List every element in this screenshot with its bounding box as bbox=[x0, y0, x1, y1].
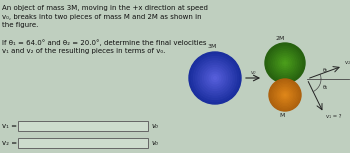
Circle shape bbox=[191, 54, 239, 102]
Text: θ₂: θ₂ bbox=[323, 68, 328, 73]
Circle shape bbox=[194, 56, 237, 99]
Circle shape bbox=[284, 94, 286, 96]
Bar bbox=[18, 138, 148, 148]
Text: 2M: 2M bbox=[275, 36, 285, 41]
Circle shape bbox=[202, 65, 228, 91]
Text: M: M bbox=[279, 113, 285, 118]
Circle shape bbox=[207, 70, 223, 86]
Circle shape bbox=[189, 52, 241, 104]
Circle shape bbox=[276, 86, 294, 104]
Text: v₂ = ?: v₂ = ? bbox=[345, 60, 350, 65]
Text: v₁ =: v₁ = bbox=[2, 123, 17, 129]
Circle shape bbox=[267, 45, 303, 81]
Circle shape bbox=[198, 61, 232, 95]
Circle shape bbox=[279, 57, 291, 69]
Circle shape bbox=[281, 59, 289, 67]
Bar bbox=[18, 121, 148, 131]
Circle shape bbox=[282, 60, 288, 66]
Circle shape bbox=[284, 62, 286, 64]
Text: v₁ = ?: v₁ = ? bbox=[326, 114, 341, 119]
Text: An object of mass 3M, moving in the +x direction at speed: An object of mass 3M, moving in the +x d… bbox=[2, 5, 208, 11]
Circle shape bbox=[271, 80, 300, 110]
Text: v₁ and v₂ of the resulting pieces in terms of v₀.: v₁ and v₂ of the resulting pieces in ter… bbox=[2, 47, 165, 54]
Circle shape bbox=[277, 87, 293, 103]
Circle shape bbox=[274, 84, 295, 105]
Circle shape bbox=[205, 68, 225, 88]
Circle shape bbox=[279, 89, 291, 101]
Circle shape bbox=[281, 91, 288, 99]
Circle shape bbox=[283, 93, 287, 97]
Circle shape bbox=[269, 79, 301, 111]
Text: θ₁: θ₁ bbox=[323, 85, 328, 90]
Circle shape bbox=[268, 47, 302, 80]
Circle shape bbox=[280, 90, 290, 100]
Circle shape bbox=[275, 53, 295, 73]
Text: v₀: v₀ bbox=[152, 123, 159, 129]
Circle shape bbox=[200, 63, 230, 93]
Circle shape bbox=[211, 75, 218, 82]
Text: 3M: 3M bbox=[207, 44, 217, 49]
Circle shape bbox=[277, 55, 293, 71]
Text: v₂ =: v₂ = bbox=[2, 140, 17, 146]
Circle shape bbox=[270, 48, 300, 78]
Circle shape bbox=[272, 82, 298, 108]
Circle shape bbox=[272, 50, 298, 76]
Circle shape bbox=[265, 43, 305, 83]
Circle shape bbox=[196, 59, 234, 97]
Text: v₀, breaks into two pieces of mass M and 2M as shown in: v₀, breaks into two pieces of mass M and… bbox=[2, 13, 202, 19]
Text: the figure.: the figure. bbox=[2, 22, 38, 28]
Text: v₀: v₀ bbox=[250, 70, 256, 75]
Circle shape bbox=[274, 52, 296, 74]
Text: If θ₁ = 64.0° and θ₂ = 20.0°, determine the final velocities: If θ₁ = 64.0° and θ₂ = 20.0°, determine … bbox=[2, 39, 206, 46]
Circle shape bbox=[209, 72, 221, 84]
Circle shape bbox=[273, 83, 297, 107]
Text: v₀: v₀ bbox=[152, 140, 159, 146]
Circle shape bbox=[214, 77, 216, 79]
